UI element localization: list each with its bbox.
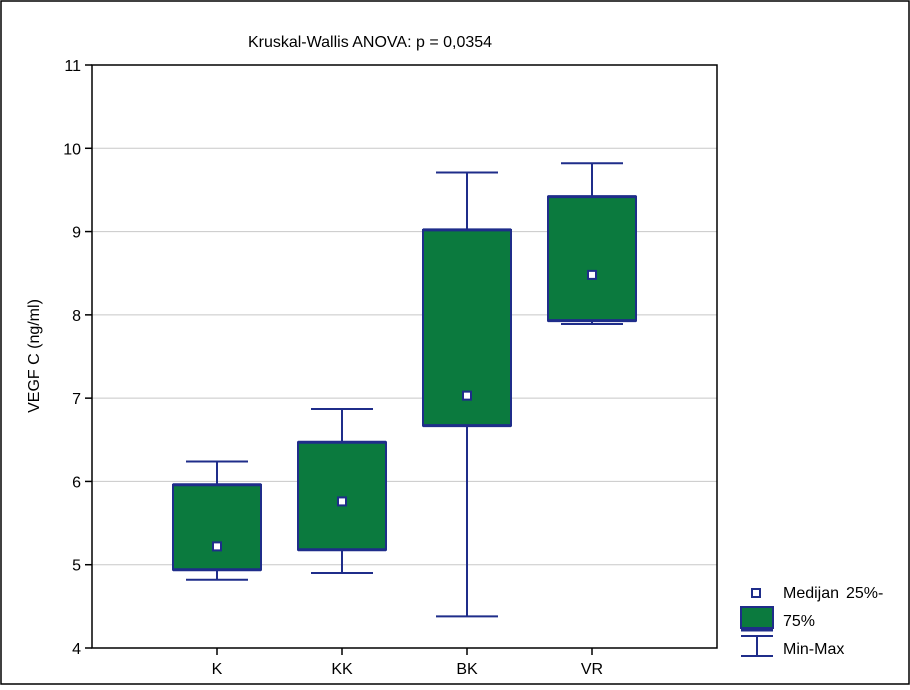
x-tick-label: KK <box>331 661 353 678</box>
chart-title: Kruskal-Wallis ANOVA: p = 0,0354 <box>248 34 492 51</box>
legend-box-label-line1: 25%- <box>846 585 883 602</box>
y-tick-label: 8 <box>72 308 81 325</box>
legend-box-label-line2: 75% <box>783 613 815 630</box>
median-marker <box>463 392 471 400</box>
y-tick-label: 7 <box>72 391 81 408</box>
legend-whisker-label: Min-Max <box>783 641 844 658</box>
iqr-box <box>548 197 636 321</box>
y-tick-label: 4 <box>72 641 81 658</box>
y-tick-label: 11 <box>64 58 81 75</box>
median-marker <box>213 542 221 550</box>
median-marker <box>338 497 346 505</box>
y-tick-label: 9 <box>72 225 81 242</box>
iqr-box <box>298 442 386 549</box>
iqr-box <box>173 485 261 570</box>
legend-median-marker <box>752 589 760 597</box>
x-tick-label: K <box>212 661 223 678</box>
median-marker <box>588 271 596 279</box>
y-tick-label: 10 <box>63 141 81 158</box>
y-tick-label: 6 <box>72 474 81 491</box>
x-tick-label: BK <box>456 661 478 678</box>
y-tick-label: 5 <box>72 558 81 575</box>
y-axis-title: VEGF C (ng/ml) <box>26 299 43 413</box>
legend-box-swatch <box>741 607 773 628</box>
legend-median-label: Medijan <box>783 585 839 602</box>
x-tick-label: VR <box>581 661 603 678</box>
